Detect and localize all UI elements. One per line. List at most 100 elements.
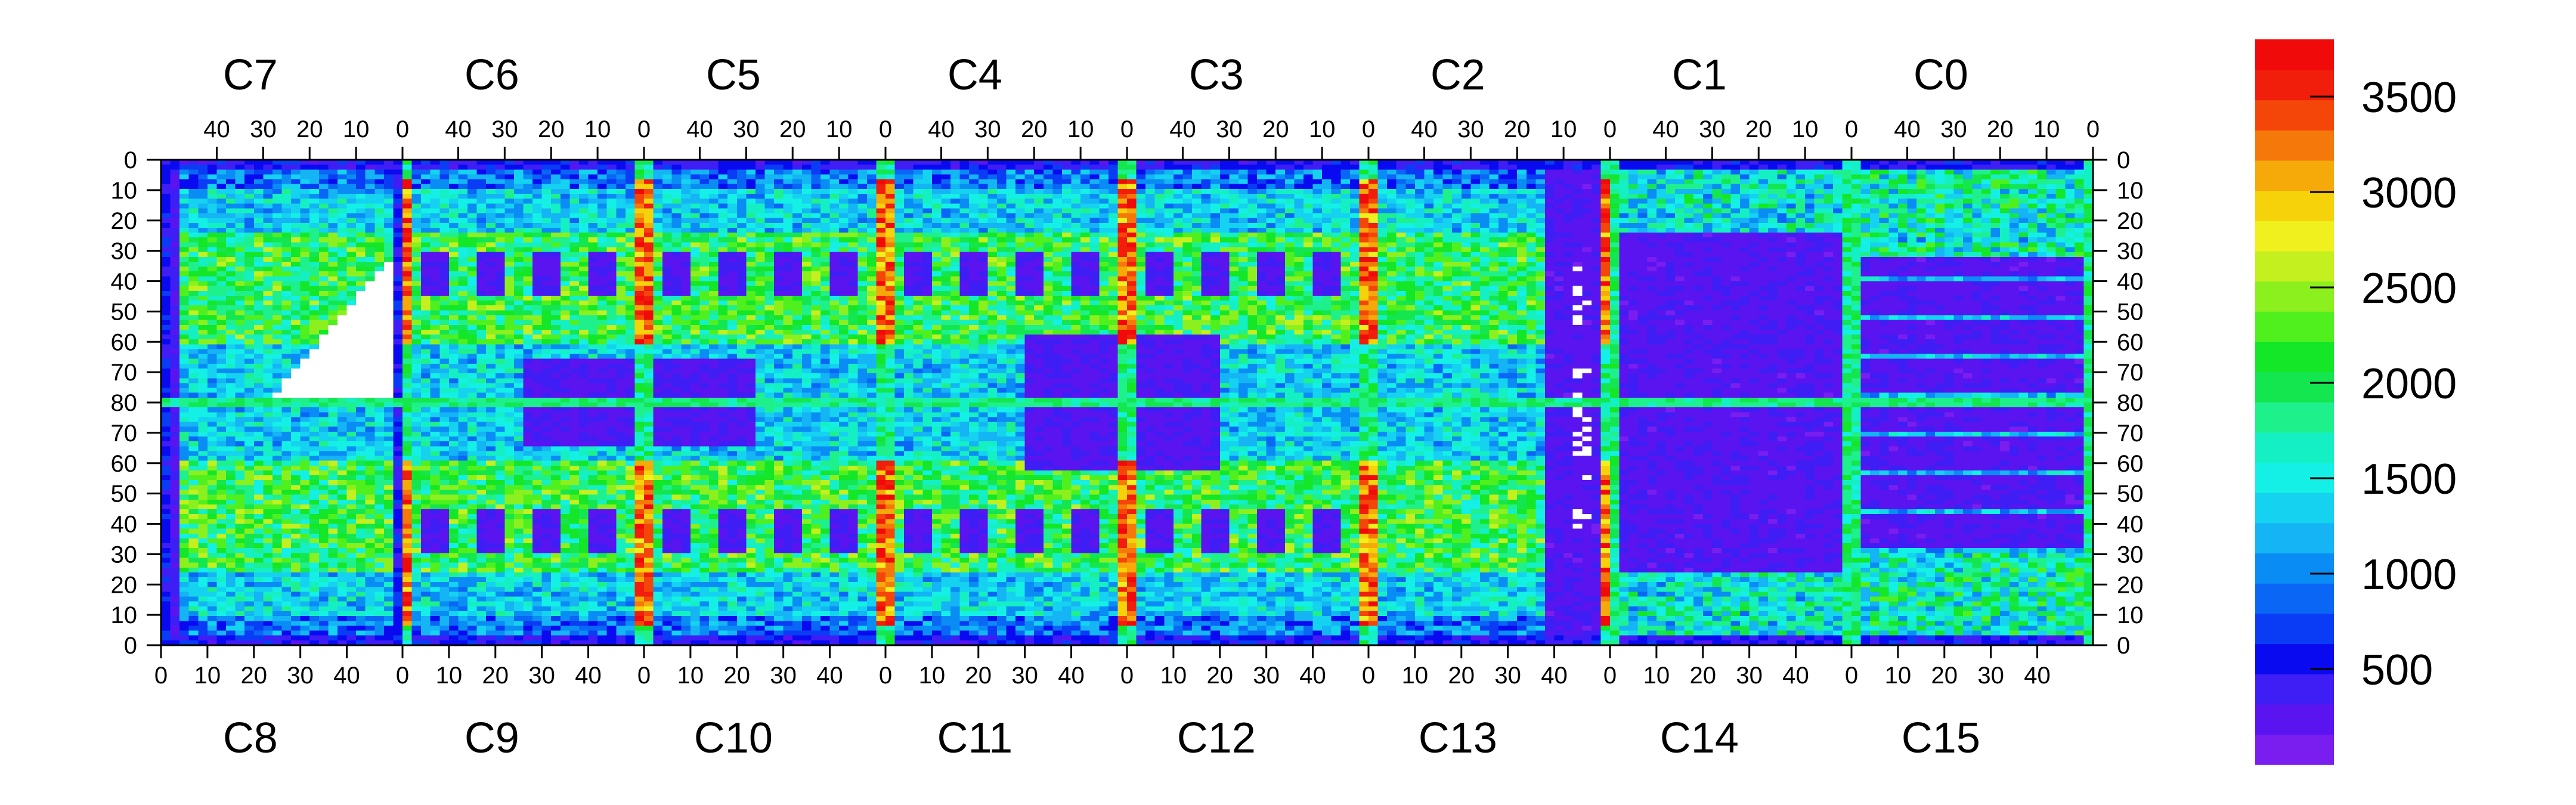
heatmap-cell [189,310,199,315]
heatmap-cell [171,194,180,199]
heatmap-cell [504,184,514,190]
heatmap-cell [467,436,477,442]
heatmap-cell [551,315,561,320]
heatmap-cell [458,412,467,417]
heatmap-cell [226,412,236,417]
heatmap-cell [449,257,459,262]
heatmap-cell [319,504,329,510]
heatmap-cell [597,602,607,607]
heatmap-cell [532,267,542,272]
heatmap-cell [524,534,533,539]
heatmap-cell [412,237,422,243]
heatmap-cell [449,495,459,500]
heatmap-cell [374,597,384,602]
heatmap-cell [561,330,570,335]
heatmap-cell [208,335,217,340]
heatmap-cell [374,354,384,360]
heatmap-cell [263,305,273,311]
heatmap-cell [189,242,199,247]
heatmap-cell [532,223,542,228]
heatmap-cell [282,262,292,267]
heatmap-cell [504,218,514,224]
heatmap-cell [514,252,524,258]
heatmap-cell [263,252,273,258]
heatmap-cell [189,572,199,578]
heatmap-cell [216,325,226,330]
heatmap-cell [356,271,366,277]
heatmap-cell [226,538,236,544]
heatmap-cell [449,480,459,485]
heatmap-cell [458,480,467,485]
heatmap-cell [524,223,533,228]
heatmap-cell [551,291,561,296]
heatmap-cell [597,456,607,462]
heatmap-cell [589,199,598,204]
heatmap-cell [198,286,208,292]
heatmap-cell [189,383,199,388]
heatmap-cell [179,451,189,456]
heatmap-cell [431,514,440,519]
heatmap-cell [496,315,505,320]
heatmap-cell [216,432,226,437]
heatmap-cell [439,475,449,481]
heatmap-cell [514,194,524,199]
heatmap-cell [449,582,459,587]
heatmap-cell [579,485,589,490]
heatmap-cell [439,548,449,553]
heatmap-cell [561,179,570,185]
heatmap-cell [254,563,264,568]
heatmap-cell [504,446,514,451]
heatmap-cell [616,398,626,403]
heatmap-cell [616,174,626,179]
heatmap-cell [393,534,402,539]
heatmap-cell [431,369,440,374]
heatmap-cell [532,602,542,607]
heatmap-cell [421,558,431,563]
heatmap-cell [569,446,579,451]
heatmap-cell [514,344,524,349]
heatmap-cell [198,242,208,247]
heatmap-cell [179,534,189,539]
heatmap-cell [458,165,467,170]
heatmap-cell [236,189,245,194]
heatmap-cell [597,369,607,374]
heatmap-cell [532,456,542,462]
heatmap-cell [198,203,208,209]
heatmap-cell [412,305,422,311]
heatmap-cell [607,335,617,340]
heatmap-cell [171,286,180,292]
heatmap-cell [366,223,375,228]
heatmap-cell [449,354,459,360]
heatmap-cell [208,616,217,621]
heatmap-cell [504,504,514,510]
heatmap-cell [208,252,217,258]
heatmap-cell [449,189,459,194]
heatmap-cell [524,446,533,451]
heatmap-cell [309,402,319,408]
heatmap-cell [532,281,542,287]
heatmap-cell [216,305,226,311]
heatmap-cell [467,213,477,219]
heatmap-cell [366,572,375,578]
heatmap-cell [319,461,329,466]
heatmap-cell [301,325,310,330]
heatmap-cell [532,466,542,471]
heatmap-cell [431,359,440,364]
heatmap-cell [319,335,329,340]
heatmap-cell [504,509,514,515]
heatmap-cell [449,592,459,597]
heatmap-cell [514,466,524,471]
heatmap-cell [579,587,589,592]
heatmap-cell [338,636,347,641]
heatmap-cell [421,548,431,553]
heatmap-cell [319,189,329,194]
heatmap-cell [551,247,561,253]
heatmap-cell [524,509,533,515]
heatmap-cell [208,470,217,476]
heatmap-cell [439,174,449,179]
heatmap-cell [421,291,431,296]
heatmap-cell [542,582,552,587]
heatmap-cell [616,169,626,175]
heatmap-cell [301,398,310,403]
heatmap-cell [421,179,431,185]
